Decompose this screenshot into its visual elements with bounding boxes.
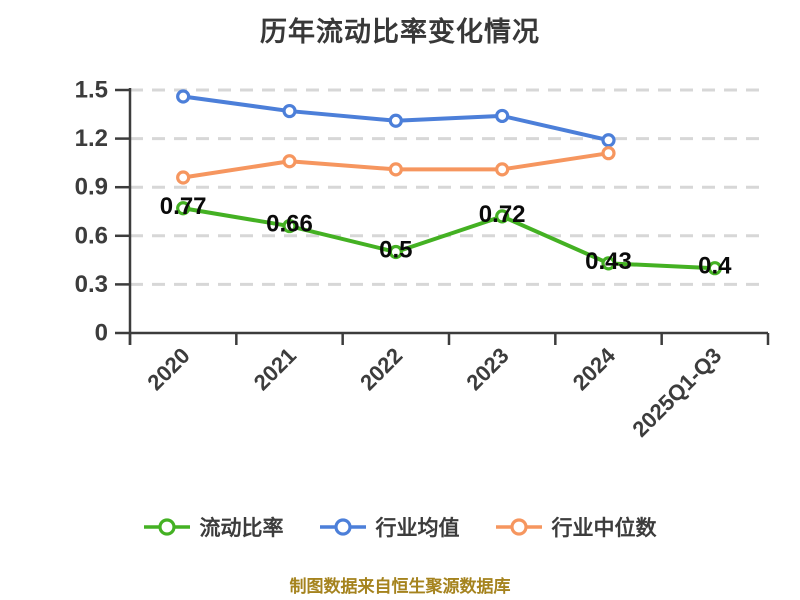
legend-marker-icon — [143, 518, 190, 536]
legend-item-0: 流动比率 — [143, 512, 284, 542]
y-tick-label: 0.9 — [75, 174, 108, 201]
legend-label: 行业中位数 — [551, 517, 657, 540]
legend-item-2: 行业中位数 — [495, 512, 657, 542]
legend-marker-icon — [495, 518, 542, 536]
line-chart-plot: 0 0.3 0.6 0.9 1.2 1.5 2020 2021 2022 2023 2024 2025… — [75, 77, 770, 442]
legend-label: 流动比率 — [199, 517, 284, 540]
chart-title: 历年流动比率变化情况 — [260, 17, 540, 47]
legend-item-1: 行业均值 — [319, 512, 460, 542]
data-source-note: 制图数据来自恒生聚源数据库 — [289, 577, 511, 596]
data-point-marker — [388, 244, 403, 260]
series-line-0 — [181, 206, 717, 271]
legend-circle — [509, 518, 528, 536]
data-point-label: 0.66 — [266, 211, 313, 238]
data-point-marker — [495, 209, 510, 224]
x-tick-label: 2023 — [461, 343, 513, 395]
x-tick-label: 2020 — [142, 343, 194, 395]
data-point-marker — [388, 113, 403, 128]
data-point-marker — [388, 162, 403, 177]
data-point-marker — [176, 89, 191, 104]
data-point-marker — [495, 108, 510, 124]
x-tick-label: 2021 — [249, 343, 301, 395]
chart-legend: 流动比率 行业均值 行业中位数 — [0, 512, 800, 542]
data-point-marker — [282, 103, 297, 119]
data-point-marker — [707, 261, 722, 276]
y-tick-label: 1.5 — [75, 77, 108, 104]
x-tick-label: 2025Q1-Q3 — [627, 343, 726, 442]
legend-circle — [157, 518, 176, 536]
legend-label: 行业均值 — [375, 517, 460, 540]
data-point-marker — [176, 201, 191, 216]
y-tick-label: 1.2 — [75, 125, 108, 152]
legend-circle — [333, 518, 352, 536]
y-tick-label: 0.3 — [75, 271, 108, 298]
data-point-marker — [601, 133, 616, 148]
data-point-label: 0.5 — [379, 237, 412, 264]
y-tick-label: 0 — [95, 320, 108, 347]
data-point-marker — [176, 170, 191, 185]
legend-marker-icon — [319, 518, 366, 536]
x-tick-label: 2022 — [355, 343, 407, 395]
data-point-marker — [282, 154, 297, 169]
y-tick-label: 0.6 — [75, 222, 108, 249]
data-point-marker — [601, 256, 616, 271]
x-tick-label: 2024 — [568, 342, 621, 395]
data-point-label: 0.77 — [160, 193, 207, 220]
data-point-marker — [282, 218, 297, 234]
data-point-label: 0.43 — [585, 248, 632, 275]
data-point-label: 0.72 — [479, 201, 526, 228]
data-point-marker — [495, 162, 510, 177]
data-point-marker — [601, 146, 616, 161]
data-point-label: 0.4 — [698, 253, 732, 280]
